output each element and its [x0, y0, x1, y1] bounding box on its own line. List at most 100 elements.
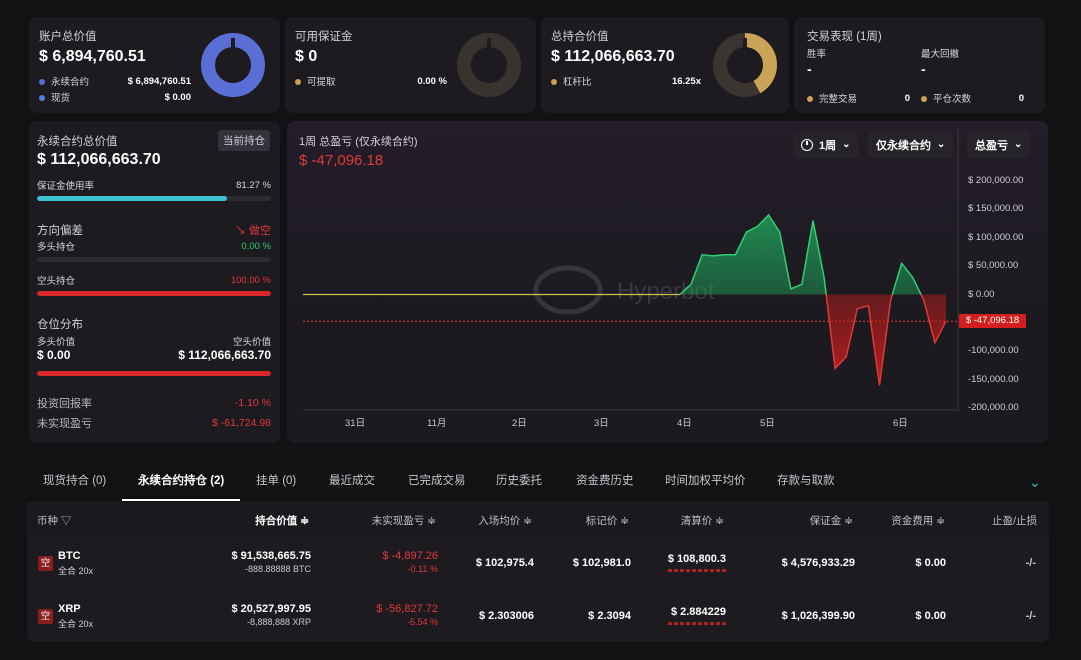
tab-7[interactable]: 时间加权平均价 [665, 475, 746, 487]
close-count-row: 平仓次数 0 [921, 91, 1024, 105]
column-header-0[interactable]: 币种 ▽ [37, 515, 72, 527]
account-value-title: 账户总价值 [39, 31, 97, 43]
close-count-value: 0 [1018, 92, 1024, 104]
spot-dot [39, 95, 45, 101]
margin-usage-label: 保证金使用率 [37, 181, 95, 192]
entry-price-cell: $ 2.303006 [478, 610, 534, 622]
long-label: 多头持仓 [37, 242, 76, 253]
direction-value: ↘ 做空 [234, 225, 271, 237]
column-header-1[interactable]: 持合价值 ≑ [255, 515, 309, 527]
tab-3[interactable]: 最近成交 [329, 475, 375, 487]
x-tick-label: 6日 [893, 418, 908, 429]
column-header-4[interactable]: 标记价 ≑ [585, 515, 629, 527]
leverage-value: 16.25x [671, 75, 701, 87]
upnl-label: 未实现盈亏 [37, 418, 92, 430]
tab-0[interactable]: 现货持合 (0) [43, 475, 107, 487]
metric-dropdown[interactable]: 总盈亏 ⌄ [967, 131, 1031, 158]
account-donut [201, 33, 265, 97]
x-tick-label: 5日 [760, 418, 775, 429]
coin-cell[interactable]: XRP 全合 20x [58, 603, 93, 630]
x-tick-label: 2日 [512, 418, 527, 429]
spot-label: 现货 [51, 93, 71, 104]
y-tick-label: -200,000.00 [968, 402, 1019, 413]
chart-title: 1周 总盈亏 (仅永续合约) [299, 136, 418, 148]
account-value-card: 账户总价值 $ 6,894,760.51 永续合约 $ 6,894,760.51… [29, 17, 280, 113]
win-rate-value: - [807, 61, 812, 77]
funding-cell: $ 0.00 [915, 557, 946, 569]
tab-2[interactable]: 挂单 (0) [256, 475, 297, 487]
withdrawable-row: 可提取 0.00 % [295, 74, 447, 88]
long-value-label: 多头价值 [37, 337, 76, 348]
margin-mode: 全合 20x [58, 619, 94, 629]
leverage-label: 杠杆比 [563, 77, 592, 88]
entry-price-cell: $ 102,975.4 [475, 557, 534, 569]
table-header-bg [27, 502, 1049, 536]
short-value-label: 空头价值 [232, 337, 271, 348]
tpsl-cell: -/- [1025, 557, 1036, 569]
close-count-dot [921, 96, 927, 102]
position-donut [713, 33, 777, 97]
performance-title: 交易表现 (1周) [807, 31, 882, 43]
completed-trades-value: 0 [904, 92, 910, 104]
contract-type-dropdown[interactable]: 仅永续合约 ⌄ [868, 131, 954, 158]
tab-1[interactable]: 永续合约持仓 (2) [138, 475, 225, 487]
y-tick-label: $ 200,000.00 [968, 175, 1024, 186]
column-header-6[interactable]: 保证金 ≑ [809, 515, 853, 527]
column-header-7[interactable]: 资金费用 ≑ [891, 515, 945, 527]
current-positions-badge[interactable]: 当前持仓 [218, 130, 270, 151]
liquidation-price-cell: $ 108,800.3 [668, 553, 726, 572]
contract-type-label: 仅永续合约 [876, 139, 931, 152]
account-value: $ 6,894,760.51 [39, 48, 146, 65]
account-row-perp: 永续合约 $ 6,894,760.51 [39, 74, 191, 88]
available-margin-card: 可用保证金 $ 0 可提取 0.00 % [285, 17, 536, 113]
distribution-bar [37, 371, 271, 376]
withdrawable-value: 0.00 % [417, 75, 447, 87]
short-bar [37, 291, 271, 296]
tab-5[interactable]: 历史委托 [496, 475, 542, 487]
long-row: 多头持仓 0.00 % [37, 239, 271, 254]
current-value-label: $ -47,096.18 [959, 314, 1026, 329]
short-pct: 100.00 % [230, 274, 271, 286]
pnl-chart-panel [287, 121, 1048, 443]
pnl-area-negative [679, 294, 946, 386]
upnl-value: $ -61,724.98 [212, 417, 271, 429]
tab-active-underline [122, 499, 240, 501]
account-row-spot: 现货 $ 0.00 [39, 90, 191, 104]
tab-6[interactable]: 资金费历史 [576, 475, 634, 487]
upnl-row: 未实现盈亏 $ -61,724.98 [37, 415, 271, 431]
direction-label: 方向偏差 [37, 225, 83, 237]
y-tick-label: $ 50,000.00 [968, 260, 1019, 272]
roi-row: 投资回报率 -1.10 % [37, 395, 271, 411]
short-label: 空头持仓 [37, 276, 76, 287]
margin-usage-pct: 81.27 % [236, 179, 271, 191]
short-value: $ 112,066,663.70 [178, 348, 271, 362]
tab-4[interactable]: 已完成交易 [408, 475, 466, 487]
chevron-down-icon: ⌄ [937, 139, 946, 150]
coin-cell[interactable]: BTC 全合 20x [58, 550, 93, 577]
long-bar [37, 257, 271, 262]
leverage-row: 杠杆比 16.25x [551, 74, 701, 88]
y-tick-label: $ 0.00 [968, 288, 995, 300]
column-header-2[interactable]: 未实现盈亏 ≑ [371, 515, 436, 527]
margin-usage-row: 保证金使用率 81.27 % [37, 178, 271, 193]
completed-trades-label: 完整交易 [819, 94, 858, 105]
short-side-icon: 空 [38, 609, 53, 624]
liquidation-risk-bar [668, 569, 726, 572]
chart-pnl-value: $ -47,096.18 [299, 152, 384, 169]
y-tick-label: $ 150,000.00 [968, 203, 1024, 215]
period-label: 1周 [819, 139, 837, 152]
chevron-down-icon: ⌄ [1014, 139, 1023, 150]
margin-usage-bar [37, 196, 271, 201]
distribution-label: 仓位分布 [37, 319, 83, 331]
position-value-cell: $ 91,538,665.75 -888.88888 BTC [231, 550, 311, 574]
max-drawdown-value: - [921, 61, 926, 77]
withdrawable-label: 可提取 [307, 77, 336, 88]
period-dropdown[interactable]: 1周 ⌄ [793, 131, 859, 158]
chevron-down-icon: ⌄ [842, 139, 851, 150]
available-margin-value: $ 0 [295, 48, 318, 65]
tab-8[interactable]: 存款与取款 [777, 475, 835, 487]
collapse-chevron-icon[interactable]: ⌄ [1029, 474, 1041, 490]
column-header-5[interactable]: 清算价 ≑ [680, 515, 724, 527]
column-header-8[interactable]: 止盈/止损 [992, 515, 1037, 527]
column-header-3[interactable]: 入场均价 ≑ [478, 515, 532, 527]
